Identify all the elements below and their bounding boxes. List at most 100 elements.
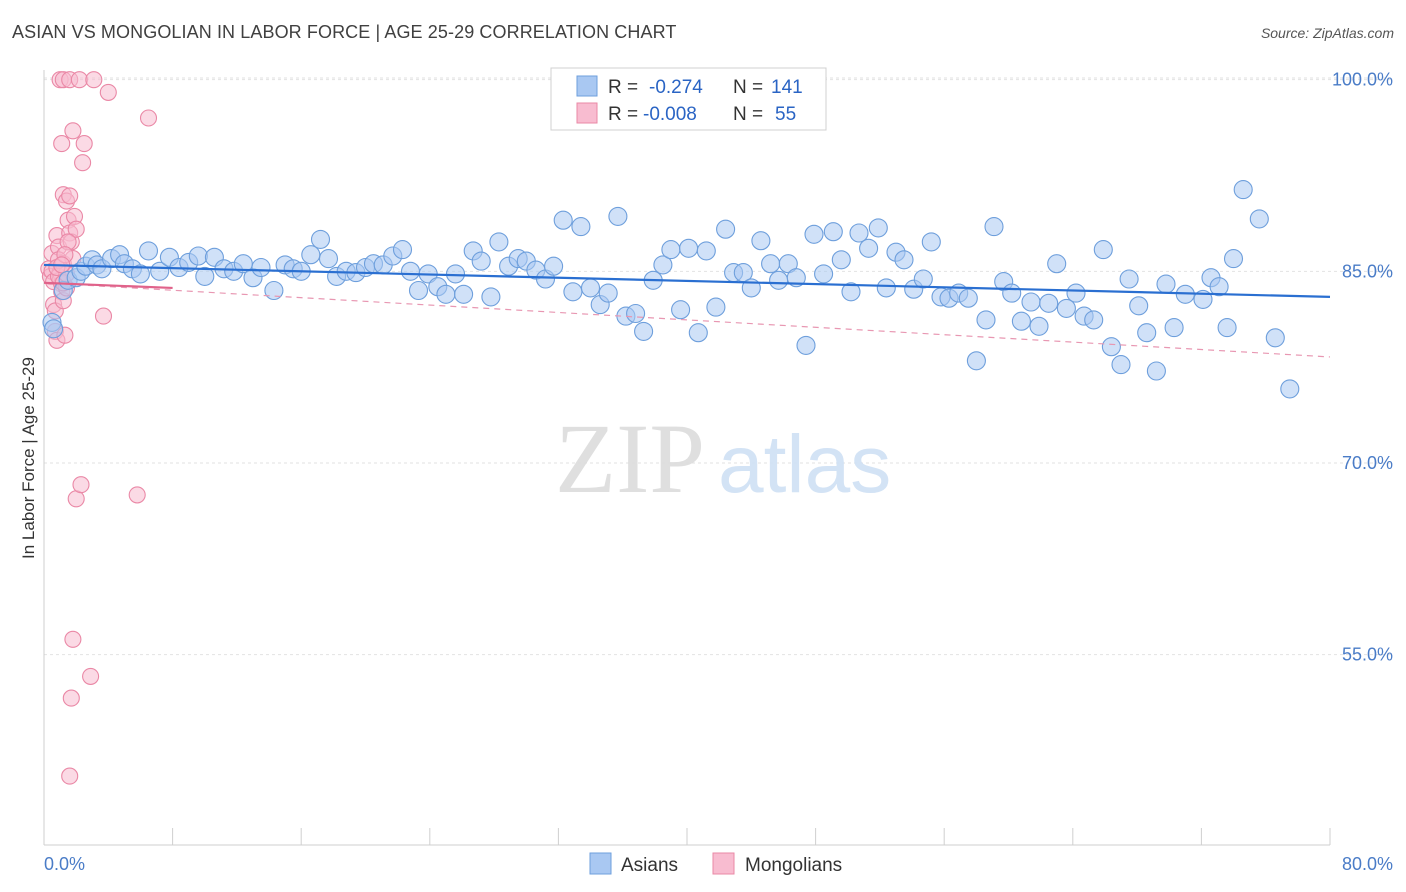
data-point [436, 284, 456, 304]
data-point [544, 256, 564, 276]
data-point [553, 210, 573, 230]
data-point [67, 220, 85, 238]
data-point [1084, 310, 1104, 330]
data-point [1156, 274, 1176, 294]
trend-line-mongolians [43, 281, 173, 290]
data-point [653, 255, 673, 275]
watermark-atlas: atlas [718, 419, 891, 510]
data-point [1002, 283, 1022, 303]
data-point [976, 310, 996, 330]
data-point [138, 241, 159, 261]
data-point [195, 266, 215, 286]
legend-r-label-2: R = [608, 104, 638, 125]
data-point [796, 335, 816, 355]
trend-line-asians [43, 263, 1331, 298]
data-point [251, 257, 271, 278]
data-point [1223, 249, 1244, 269]
data-point [74, 154, 92, 172]
data-point [814, 264, 834, 284]
series-legend: Asians Mongolians [589, 852, 842, 876]
data-point [571, 217, 591, 237]
legend-r-mongolians: -0.008 [643, 104, 697, 125]
source-label: Source: ZipAtlas.com [1260, 25, 1394, 41]
data-point [823, 222, 843, 242]
data-point [454, 284, 474, 304]
data-point [310, 229, 331, 249]
axes [43, 70, 1331, 846]
legend-r-label-1: R = [608, 77, 638, 98]
y-tick-label: 55.0% [1342, 645, 1393, 665]
data-point [634, 321, 654, 341]
data-point [72, 476, 90, 494]
data-point [1146, 361, 1166, 381]
data-point [1209, 277, 1229, 297]
data-point [64, 122, 82, 140]
data-point [849, 223, 869, 243]
legend-swatch-asians [576, 75, 598, 97]
data-point [876, 278, 896, 298]
data-point [716, 219, 736, 239]
data-point [868, 218, 888, 238]
data-point [966, 351, 986, 371]
data-point [688, 323, 708, 343]
data-point [1039, 293, 1059, 313]
y-tick-label: 70.0% [1342, 453, 1393, 473]
data-point [626, 303, 646, 324]
watermark: ZIP atlas [555, 403, 891, 514]
data-point [1164, 318, 1184, 338]
legend-n-asians: 141 [771, 77, 803, 98]
data-point [1249, 209, 1269, 229]
data-point [400, 261, 421, 281]
data-point [786, 268, 806, 288]
data-point [913, 269, 933, 289]
data-point [1066, 283, 1086, 303]
data-point [761, 254, 781, 274]
data-point [481, 287, 501, 307]
y-tick-label: 85.0% [1342, 261, 1393, 281]
data-point [1280, 379, 1300, 399]
y-tick-labels: 55.0% 70.0% 85.0% 100.0% [1332, 70, 1393, 665]
data-point [139, 109, 158, 127]
data-point [61, 187, 79, 205]
data-point [264, 280, 284, 301]
chart-title: ASIAN VS MONGOLIAN IN LABOR FORCE | AGE … [12, 22, 677, 42]
data-point [1029, 316, 1049, 336]
data-point [696, 241, 716, 261]
data-point [1217, 318, 1237, 338]
data-point [471, 251, 491, 271]
data-point [751, 231, 771, 251]
data-point [831, 250, 851, 270]
data-point [318, 249, 339, 269]
x-tick-labels: 0.0% 80.0% [44, 854, 1393, 874]
data-point [1129, 296, 1149, 316]
data-point [130, 264, 150, 284]
mongolian-points [40, 71, 158, 785]
data-point [661, 240, 681, 260]
data-point [841, 282, 861, 302]
x-tick-label: 0.0% [44, 854, 85, 874]
data-point [894, 250, 914, 270]
bottom-legend-swatch-mongolians [712, 852, 735, 875]
data-point [608, 206, 628, 226]
data-point [1093, 240, 1113, 260]
data-point [392, 240, 413, 260]
data-point [598, 283, 618, 303]
bottom-legend-swatch-asians [589, 852, 612, 875]
data-point [1101, 337, 1121, 357]
data-point [679, 238, 699, 258]
data-point [188, 246, 208, 266]
y-tick-label: 100.0% [1332, 70, 1393, 90]
legend-n-label-1: N = [733, 77, 763, 98]
data-point [85, 71, 103, 89]
data-point [445, 264, 466, 284]
data-point [62, 689, 80, 707]
data-point [1119, 269, 1139, 289]
data-point [128, 486, 146, 504]
trend-line-mongolians-extended [43, 282, 1331, 358]
data-point [99, 83, 117, 101]
data-point [563, 282, 583, 302]
data-point [70, 71, 88, 89]
data-point [1011, 311, 1031, 331]
bottom-legend-asians: Asians [621, 855, 678, 876]
